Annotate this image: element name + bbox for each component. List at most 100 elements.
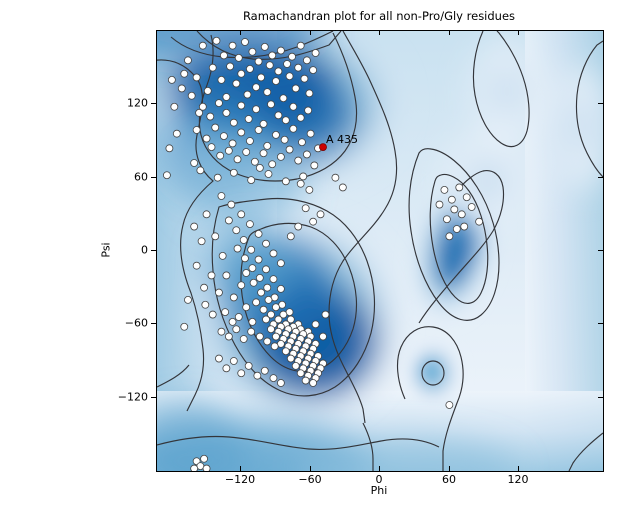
annotated-residue-marker[interactable] (319, 143, 327, 152)
scatter-point (296, 41, 305, 50)
scatter-point (226, 62, 234, 71)
scatter-point (202, 210, 211, 219)
scatter-point (248, 317, 257, 326)
scatter-point (286, 232, 295, 241)
y-tick-mark (151, 103, 156, 104)
scatter-point (262, 265, 270, 274)
scatter-point (309, 66, 318, 75)
scatter-point (190, 222, 199, 231)
scatter-point (267, 100, 275, 109)
x-tick-mark-top (379, 30, 380, 35)
scatter-point (445, 232, 454, 241)
contour-small-island-inner (421, 360, 445, 386)
scatter-point (264, 170, 273, 178)
scatter-point (211, 232, 220, 241)
scatter-point (190, 464, 199, 471)
scatter-point (435, 200, 444, 209)
scatter-point (296, 179, 305, 188)
scatter-point (300, 74, 309, 83)
scatter-point (203, 86, 212, 95)
scatter-point (234, 53, 243, 62)
x-tick-mark-top (449, 30, 450, 35)
scatter-point (263, 141, 272, 150)
scatter-point (187, 91, 196, 100)
scatter-point (309, 217, 318, 226)
scatter-point (239, 335, 248, 343)
scatter-point (247, 176, 256, 185)
scatter-point (172, 129, 181, 138)
scatter-point (294, 156, 303, 165)
x-axis-label: Phi (370, 484, 388, 497)
scatter-point (208, 63, 217, 72)
scatter-point (233, 155, 242, 164)
scatter-point (237, 69, 246, 78)
scatter-point (229, 357, 238, 365)
scatter-point (272, 303, 280, 312)
y-tick-mark-right (598, 250, 603, 251)
scatter-point (224, 146, 233, 155)
scatter-point (252, 83, 261, 92)
x-tick-mark (240, 466, 241, 471)
scatter-point (202, 134, 211, 143)
contour-bottom-right-tail (568, 432, 603, 471)
scatter-point (270, 342, 279, 351)
x-tick-mark (518, 466, 519, 471)
scatter-point (201, 300, 210, 309)
scatter-point (192, 73, 201, 82)
contour-bottom-left-tail (157, 364, 190, 388)
scatter-point (252, 105, 261, 114)
scatter-point (319, 332, 327, 341)
contour-lalpha-outer (408, 148, 500, 321)
contour-alpha-inner (240, 222, 358, 373)
scatter-point (192, 261, 201, 270)
density-top-edge-region (157, 31, 327, 61)
x-tick-mark-top (240, 30, 241, 35)
scatter-point (279, 310, 288, 319)
scatter-point (224, 332, 233, 341)
scatter-point (259, 119, 268, 128)
scatter-point (232, 325, 241, 334)
scatter-point (259, 305, 268, 314)
scatter-point (254, 255, 263, 264)
scatter-point (285, 72, 294, 81)
contour-upper-right-lobe (472, 31, 530, 148)
y-tick-mark (151, 323, 156, 324)
scatter-point (311, 49, 320, 57)
contour-bottom-band (157, 435, 440, 450)
scatter-point (167, 75, 176, 84)
scatter-point (198, 41, 207, 50)
scatter-point (215, 99, 223, 108)
scatter-point (296, 369, 305, 378)
scatter-point (450, 205, 459, 214)
scatter-point (269, 249, 278, 258)
scatter-point (457, 210, 466, 219)
y-tick-mark (151, 177, 156, 178)
scatter-point (311, 320, 320, 329)
scatter-point (207, 143, 216, 152)
density-upper-right-region (445, 43, 603, 227)
scatter-point (211, 123, 220, 132)
scatter-point (280, 135, 289, 144)
annotated-residue-point[interactable] (319, 143, 327, 152)
scatter-point (255, 332, 264, 341)
contour-outer-right-of-core (328, 31, 398, 424)
x-tick-mark (379, 466, 380, 471)
scatter-point (298, 138, 306, 147)
scatter-point (252, 298, 261, 307)
scatter-point (281, 116, 290, 125)
scatter-point (229, 168, 238, 177)
scatter-point (285, 145, 294, 154)
scatter-point (232, 226, 241, 235)
scatter-point (296, 113, 305, 122)
scatter-point (232, 79, 241, 88)
scatter-point (241, 254, 249, 263)
annotation-label: A 435 (326, 133, 359, 147)
x-tick-mark (449, 466, 450, 471)
scatter-point (303, 150, 311, 159)
scatter-point (222, 108, 231, 117)
scatter-point (306, 129, 315, 138)
y-tick-mark (151, 397, 156, 398)
scatter-point (184, 295, 192, 304)
scatter-point (294, 63, 303, 72)
